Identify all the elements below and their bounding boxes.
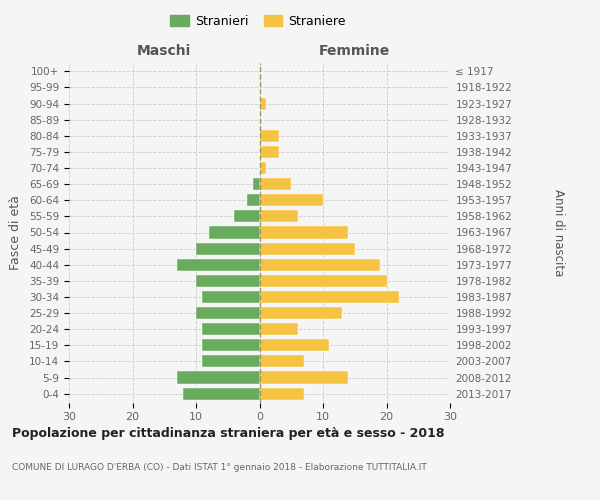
Bar: [202, 340, 260, 351]
Bar: [260, 258, 380, 271]
Legend: Stranieri, Straniere: Stranieri, Straniere: [166, 11, 350, 32]
Bar: [260, 291, 399, 303]
Bar: [196, 242, 260, 254]
Y-axis label: Fasce di età: Fasce di età: [9, 195, 22, 270]
Text: Popolazione per cittadinanza straniera per età e sesso - 2018: Popolazione per cittadinanza straniera p…: [12, 428, 445, 440]
Bar: [260, 194, 323, 206]
Bar: [260, 226, 349, 238]
Bar: [260, 98, 266, 110]
Bar: [260, 146, 278, 158]
Bar: [202, 291, 260, 303]
Bar: [253, 178, 260, 190]
Bar: [260, 340, 329, 351]
Bar: [202, 356, 260, 368]
Bar: [177, 372, 260, 384]
Bar: [184, 388, 260, 400]
Text: Femmine: Femmine: [319, 44, 391, 58]
Bar: [234, 210, 260, 222]
Bar: [260, 307, 342, 319]
Bar: [196, 275, 260, 287]
Bar: [196, 307, 260, 319]
Bar: [260, 323, 298, 335]
Bar: [260, 210, 298, 222]
Bar: [202, 323, 260, 335]
Bar: [260, 275, 386, 287]
Text: Maschi: Maschi: [137, 44, 191, 58]
Bar: [260, 242, 355, 254]
Bar: [260, 356, 304, 368]
Y-axis label: Anni di nascita: Anni di nascita: [552, 189, 565, 276]
Bar: [260, 162, 266, 174]
Text: COMUNE DI LURAGO D'ERBA (CO) - Dati ISTAT 1° gennaio 2018 - Elaborazione TUTTITA: COMUNE DI LURAGO D'ERBA (CO) - Dati ISTA…: [12, 462, 427, 471]
Bar: [247, 194, 260, 206]
Bar: [260, 178, 291, 190]
Bar: [260, 372, 349, 384]
Bar: [260, 130, 278, 142]
Bar: [177, 258, 260, 271]
Bar: [209, 226, 260, 238]
Bar: [260, 388, 304, 400]
